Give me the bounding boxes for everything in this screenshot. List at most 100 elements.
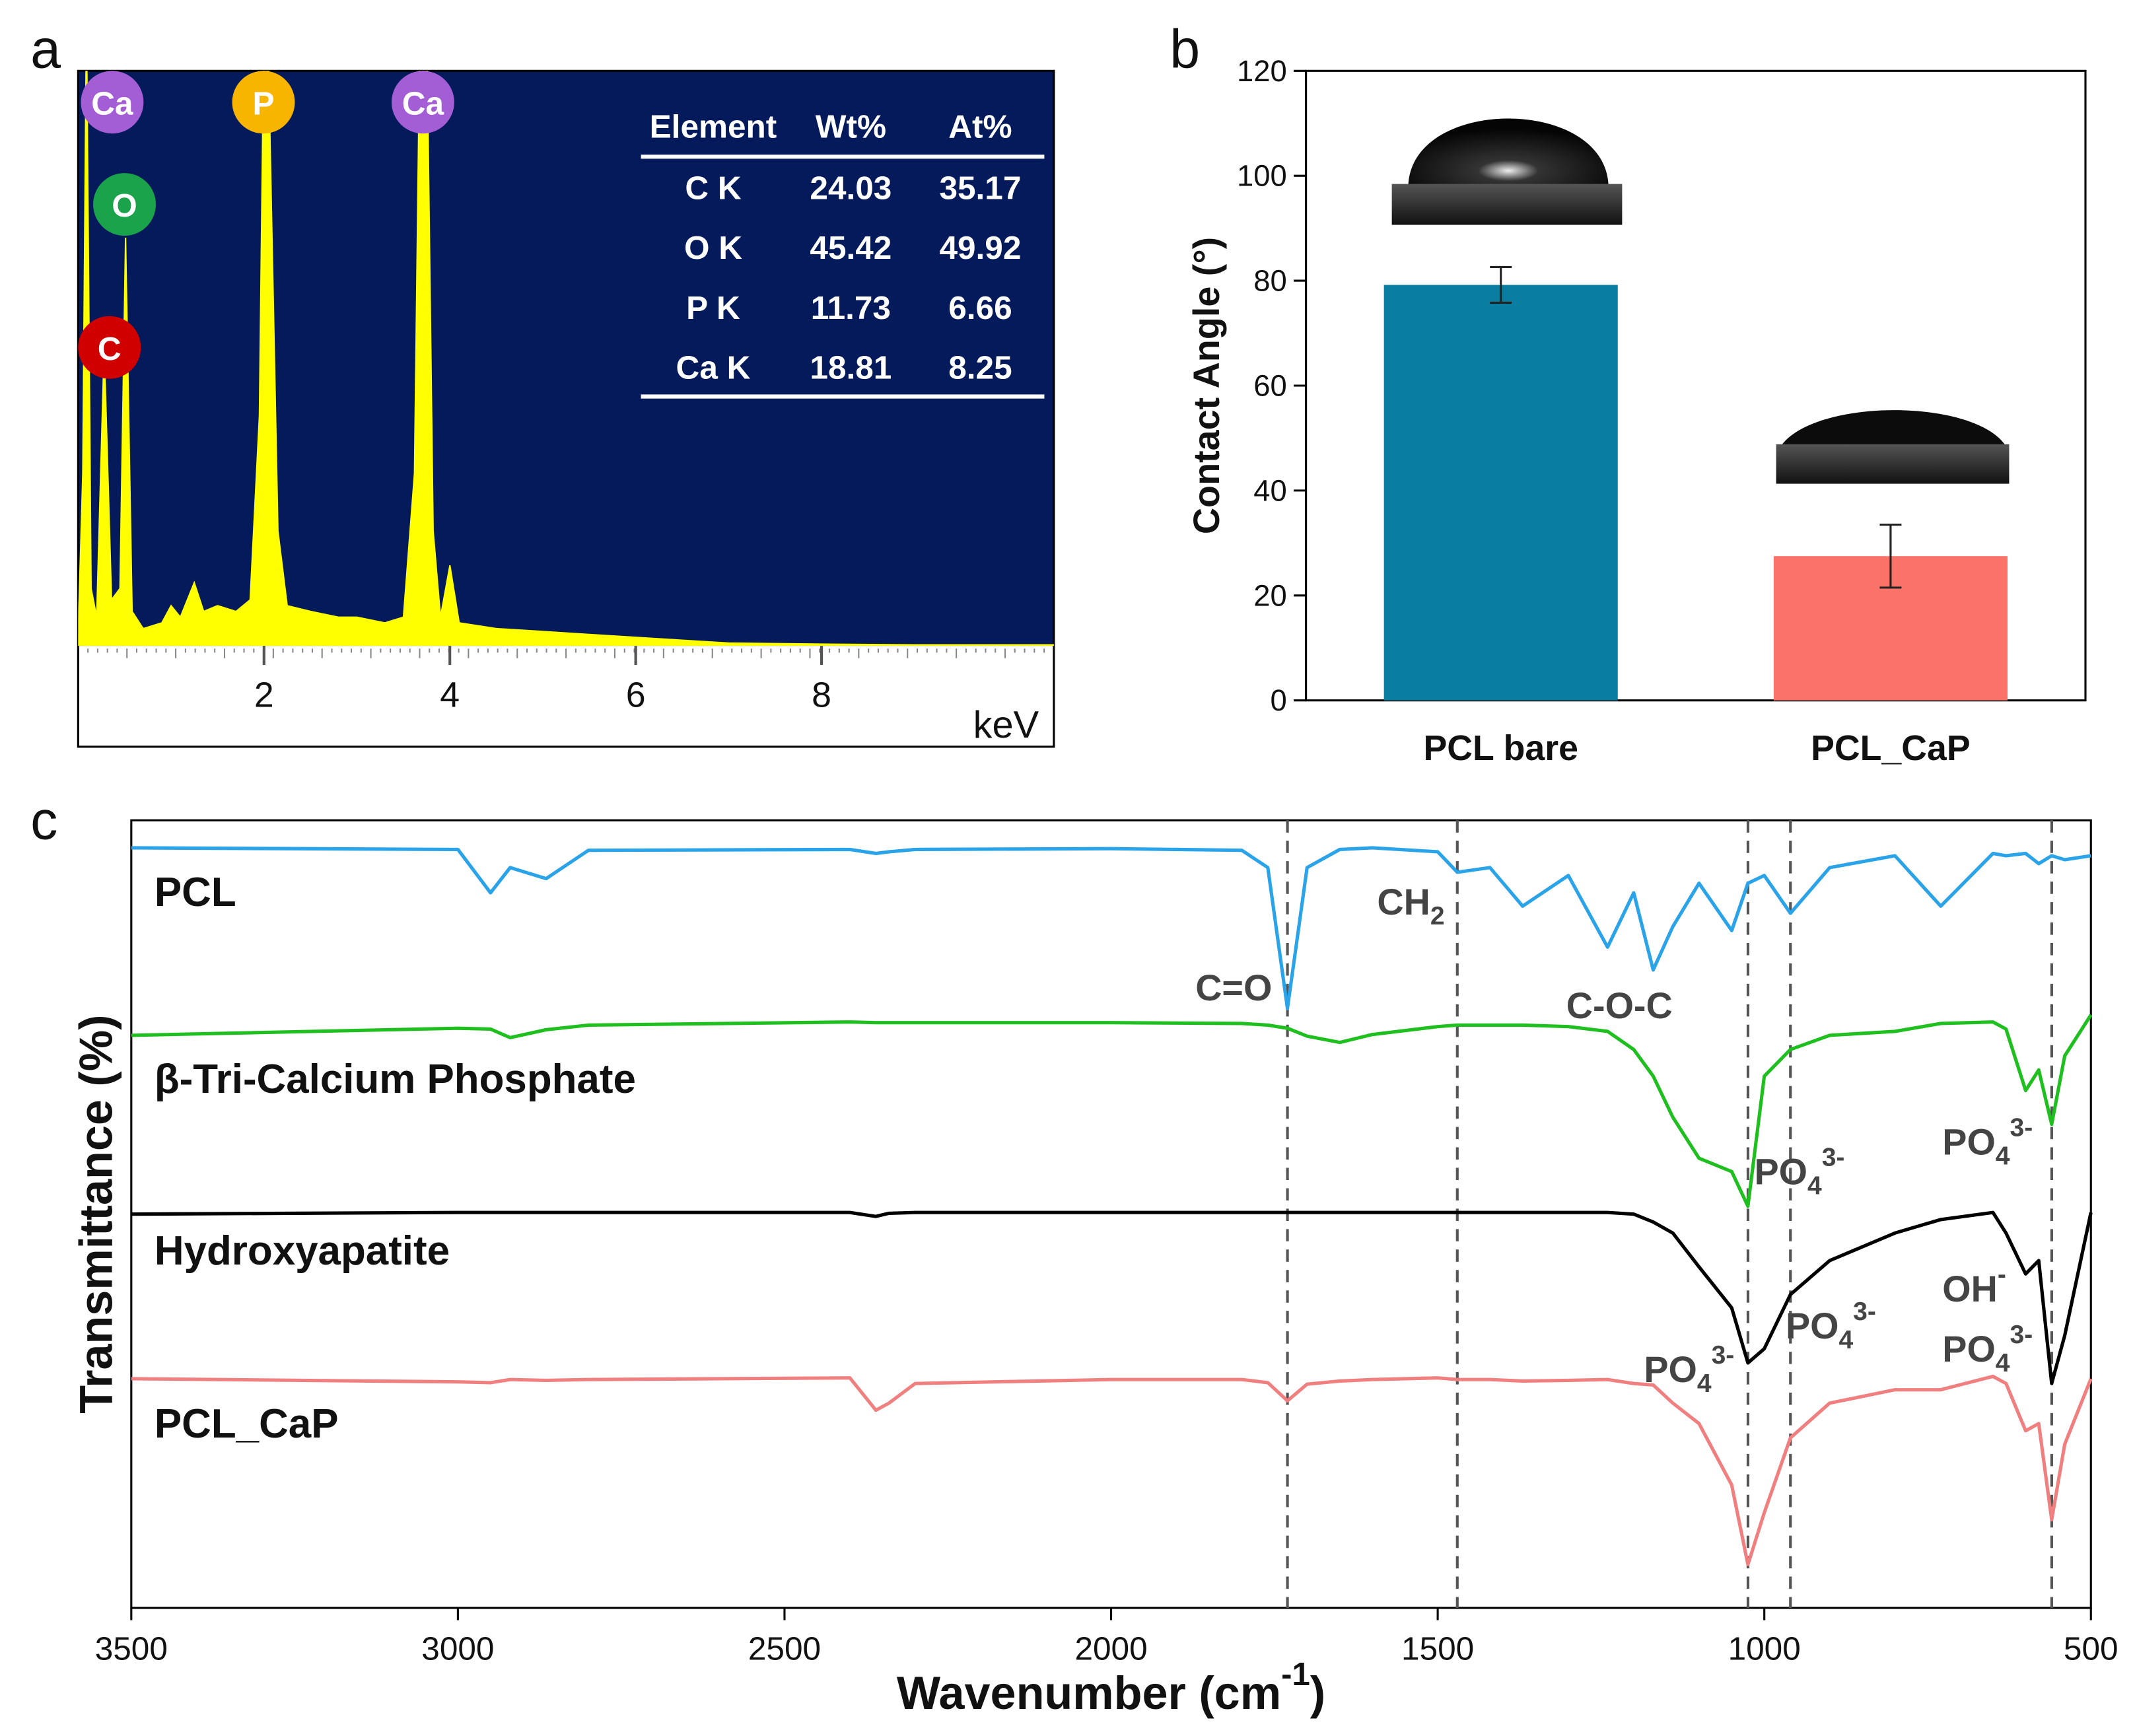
table-cell: 6.66 — [948, 290, 1012, 326]
text-part: 4 — [1996, 1349, 2010, 1377]
text-part: 4 — [1996, 1142, 2010, 1170]
table-cell: 35.17 — [939, 170, 1021, 206]
annotation: PO43- — [1942, 1321, 2033, 1377]
y-tick-label: 80 — [1253, 264, 1286, 298]
text-part: 3- — [2010, 1113, 2033, 1142]
spectrum-line — [131, 846, 2091, 1010]
table-cell: 24.03 — [810, 170, 892, 206]
panel-label: c — [30, 790, 57, 851]
element-label: C — [98, 331, 122, 367]
text-part: PO — [1942, 1329, 1995, 1370]
x-tick-label: 3000 — [421, 1630, 494, 1667]
element-marker — [81, 71, 144, 134]
series-label: Hydroxyapatite — [155, 1228, 450, 1274]
y-axis-label: Contact Angle (°) — [1186, 237, 1227, 534]
text-part: PO — [1942, 1121, 1995, 1162]
text-part: PO — [1644, 1349, 1697, 1390]
droplet-image — [1776, 405, 2010, 484]
x-tick-label: PCL_CaP — [1811, 728, 1970, 768]
panel-label: a — [30, 18, 61, 79]
series-label: PCL_CaP — [155, 1401, 339, 1447]
table-header: At% — [948, 108, 1012, 145]
text-part: ) — [1310, 1666, 1325, 1718]
table-cell: 8.25 — [948, 350, 1012, 386]
annotation: PO43- — [1644, 1341, 1734, 1398]
x-tick-label: 2500 — [748, 1630, 821, 1667]
x-tick-label: 1000 — [1728, 1630, 1801, 1667]
element-label: P — [252, 85, 274, 122]
table-cell: C K — [685, 170, 742, 206]
text-part: - — [1998, 1261, 2006, 1289]
element-label: Ca — [91, 85, 133, 122]
text-part: 3- — [1853, 1298, 1876, 1326]
annotation: PO43- — [1755, 1144, 1845, 1200]
x-tick-label: 1500 — [1401, 1630, 1474, 1667]
panel-label: b — [1170, 18, 1200, 79]
table-cell: 11.73 — [811, 290, 891, 326]
bar — [1383, 285, 1618, 701]
element-marker — [93, 173, 156, 236]
spectrum-line — [131, 1210, 2093, 1385]
x-tick-label: PCL bare — [1423, 728, 1578, 768]
annotation: CH2 — [1377, 882, 1444, 930]
y-axis-label: Transmittance (%) — [70, 1015, 122, 1414]
x-tick-label: 3500 — [95, 1630, 168, 1667]
element-label: O — [112, 188, 137, 224]
y-tick-label: 20 — [1253, 578, 1286, 612]
y-tick-label: 0 — [1270, 683, 1286, 717]
table-cell: 18.81 — [810, 350, 892, 386]
y-tick-label: 40 — [1253, 473, 1286, 507]
table-cell: P K — [686, 290, 740, 326]
frame — [77, 69, 1055, 748]
text-part: PO — [1786, 1305, 1838, 1346]
y-tick-label: 100 — [1237, 159, 1287, 193]
text-part: OH — [1942, 1268, 1998, 1309]
table-header: Wt% — [816, 108, 886, 145]
table-cell: O K — [684, 230, 742, 266]
spectrum-line — [131, 1014, 2093, 1208]
error-bar — [1879, 523, 1902, 589]
y-tick-label: 120 — [1237, 54, 1287, 88]
y-tick-label: 60 — [1253, 368, 1286, 402]
plot-background — [78, 71, 1054, 646]
text-part: C-O-C — [1566, 985, 1673, 1026]
error-bar — [1490, 265, 1512, 304]
text-part: Wavenumber (cm — [897, 1666, 1281, 1718]
series-label: PCL — [155, 870, 236, 915]
table-cell: 45.42 — [810, 230, 892, 266]
droplet-image — [1391, 118, 1623, 225]
annotation: OH- — [1942, 1261, 2006, 1309]
element-marker — [391, 71, 454, 134]
text-part: 2 — [1430, 902, 1445, 930]
element-marker — [78, 316, 141, 379]
x-tick-label: 500 — [2064, 1630, 2118, 1667]
annotation: PO43- — [1942, 1113, 2033, 1170]
table-cell: Ca K — [676, 350, 751, 386]
x-tick-label: 6 — [626, 675, 646, 714]
text-part: 3- — [2010, 1321, 2033, 1349]
x-tick-label: 8 — [812, 675, 831, 714]
element-marker — [232, 71, 295, 134]
text-part: 4 — [1807, 1172, 1822, 1200]
annotation: PO43- — [1786, 1298, 1876, 1354]
annotation: C-O-C — [1566, 985, 1673, 1026]
text-part: 3- — [1712, 1341, 1735, 1370]
spectrum — [78, 71, 1054, 646]
x-axis-label: keV — [973, 704, 1039, 746]
text-part: C=O — [1195, 967, 1272, 1008]
table-cell: 49.92 — [939, 230, 1021, 266]
x-axis-label: Wavenumber (cm-1) — [897, 1657, 1325, 1718]
x-tick-label: 4 — [440, 675, 460, 714]
text-part: 4 — [1838, 1326, 1853, 1354]
text-part: PO — [1755, 1152, 1807, 1193]
table-header: Element — [650, 108, 777, 145]
annotation: C=O — [1195, 967, 1272, 1008]
x-tick-label: 2 — [254, 675, 274, 714]
text-part: CH — [1377, 882, 1430, 922]
element-label: Ca — [402, 85, 444, 122]
spectrum-line — [131, 1374, 2093, 1566]
series-label: β-Tri-Calcium Phosphate — [155, 1057, 636, 1102]
text-part: 3- — [1822, 1144, 1845, 1172]
